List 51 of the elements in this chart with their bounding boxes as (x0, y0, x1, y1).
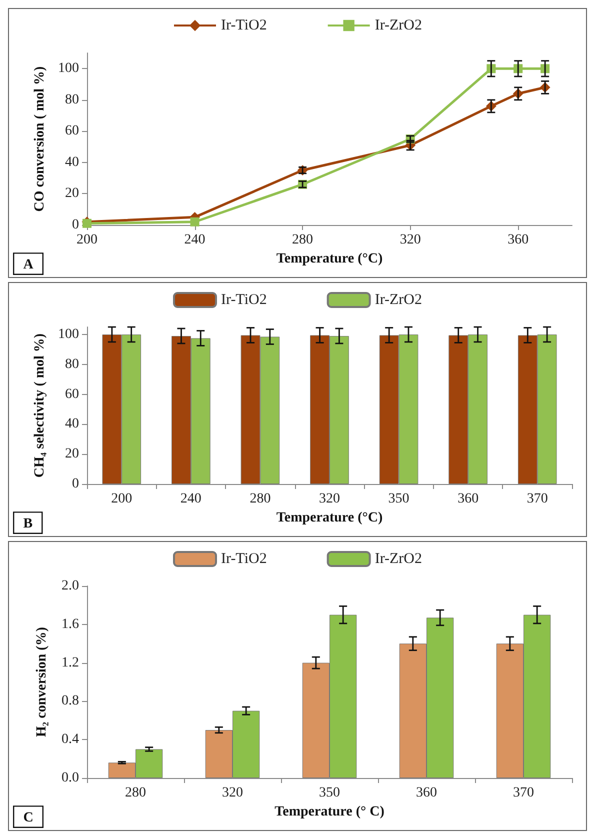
x-tick-label: 280 (250, 492, 271, 506)
y-tick-label: 100 (58, 326, 79, 342)
x-axis-title: Temperature (°C) (276, 251, 383, 266)
legend-label: Ir-ZrO2 (374, 551, 422, 567)
y-tick-label: 0 (72, 218, 79, 232)
x-tick-label: 360 (508, 232, 529, 248)
y-axis-title: CH₄ selectivity ( mol %) (32, 333, 48, 478)
y-tick-label: 60 (65, 124, 79, 139)
x-tick-label: 320 (319, 492, 340, 506)
x-tick-label: 350 (319, 786, 340, 800)
x-tick-label: 240 (180, 492, 202, 506)
y-tick-label: 20 (65, 186, 79, 202)
legend-label: Ir-TiO2 (221, 18, 267, 34)
x-tick-label: 370 (526, 492, 548, 506)
y-tick-label: 2.0 (62, 578, 79, 594)
y-tick-label: 100 (58, 61, 79, 76)
y-tick-label: 1.2 (62, 655, 79, 670)
x-tick-label: 350 (388, 492, 410, 506)
y-tick-label: 0.8 (62, 694, 79, 709)
y-tick-label: 1.6 (62, 616, 79, 632)
y-tick-label: 80 (65, 92, 79, 108)
y-tick-label: 20 (65, 446, 79, 462)
x-tick-label: 360 (458, 492, 479, 506)
y-tick-label: 40 (65, 416, 79, 432)
y-tick-label: 0.4 (62, 732, 79, 748)
legend-label: Ir-TiO2 (221, 292, 267, 308)
x-tick-label: 200 (76, 232, 98, 248)
y-axis-title: H₂ conversion (%) (34, 626, 50, 737)
y-axis-title: CO conversion ( mol %) (32, 66, 48, 212)
x-tick-label: 200 (111, 492, 132, 506)
x-tick-label: 240 (184, 232, 206, 248)
x-tick-label: 360 (416, 786, 437, 800)
y-tick-label: 80 (65, 356, 79, 372)
x-axis-title: Temperature (° C) (274, 804, 385, 820)
x-tick-label: 320 (222, 786, 243, 800)
text: C (23, 810, 34, 826)
x-tick-label: 280 (125, 786, 146, 800)
text: A (23, 257, 34, 272)
legend-label: Ir-TiO2 (221, 551, 267, 567)
y-tick-label: 60 (65, 386, 79, 402)
text: B (23, 516, 33, 532)
y-tick-label: 0 (72, 476, 79, 492)
x-tick-label: 280 (292, 232, 314, 248)
x-tick-label: 320 (400, 232, 421, 248)
x-tick-label: 370 (513, 786, 534, 800)
legend-label: Ir-ZrO2 (374, 18, 422, 34)
legend-label: Ir-ZrO2 (374, 292, 422, 308)
x-axis-title: Temperature (°C) (276, 510, 383, 526)
y-tick-label: 0.0 (62, 770, 79, 786)
y-tick-label: 40 (65, 154, 79, 170)
point (190, 217, 200, 226)
